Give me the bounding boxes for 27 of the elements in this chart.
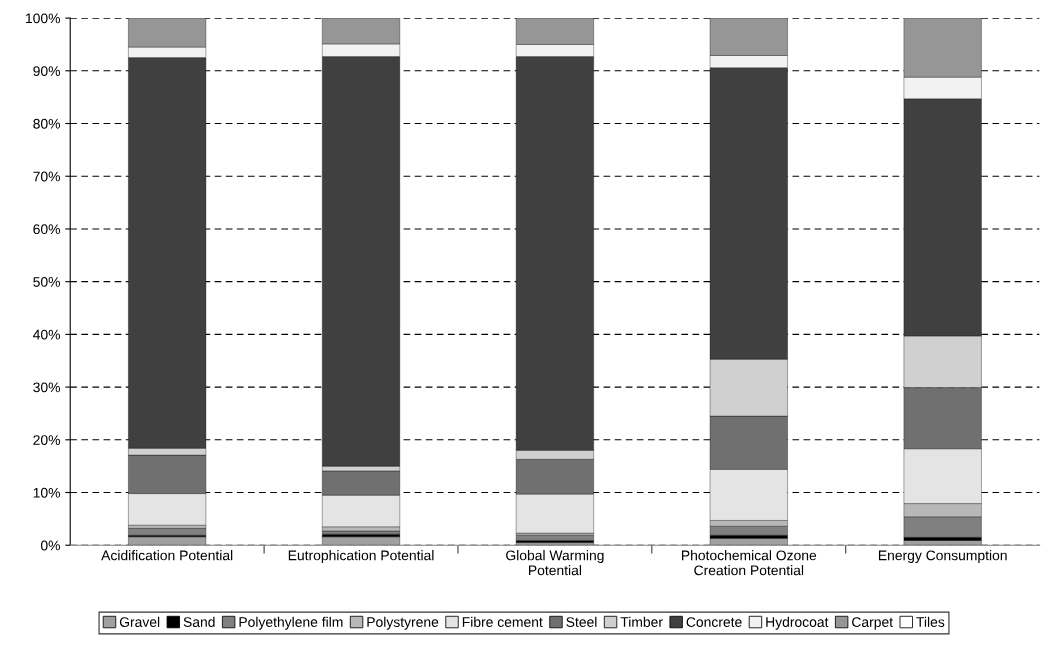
legend-label: Gravel — [119, 616, 160, 627]
y-tick-label: 20% — [33, 435, 60, 445]
y-tick-label: 30% — [33, 382, 60, 393]
legend-label: Timber — [620, 616, 663, 627]
legend-label: Tiles — [916, 616, 945, 627]
y-tick-label: 100% — [26, 13, 60, 24]
x-tick-label: Eutrophication Potential — [288, 550, 434, 564]
y-tick-label: 40% — [33, 329, 60, 340]
legend-label: Concrete — [686, 617, 742, 627]
y-tick-label: 50% — [33, 276, 60, 287]
legend-label: Sand — [183, 616, 215, 627]
y-tick-label: 10% — [33, 487, 60, 498]
x-tick-label: Acidification Potential — [101, 550, 233, 561]
legend-label: Carpet — [852, 617, 893, 630]
legend-label: Polystyrene — [367, 616, 439, 630]
x-tick-label: Energy Consumption — [878, 550, 1007, 564]
x-tick-label: Global Warming Potential — [506, 550, 604, 576]
y-tick-label: 70% — [33, 171, 60, 182]
legend-label: Fibre cement — [462, 616, 543, 627]
legend-label: Hydrocoat — [766, 616, 829, 630]
x-tick-label: Photochemical Ozone Creation Potential — [682, 550, 817, 576]
y-tick-label: 90% — [33, 66, 60, 76]
legend-label: Steel — [566, 616, 597, 627]
legend-label: Polyethylene film — [239, 616, 343, 630]
y-tick-label: 60% — [33, 224, 60, 235]
y-tick-label: 80% — [33, 118, 60, 129]
y-tick-label: 0% — [40, 540, 60, 551]
